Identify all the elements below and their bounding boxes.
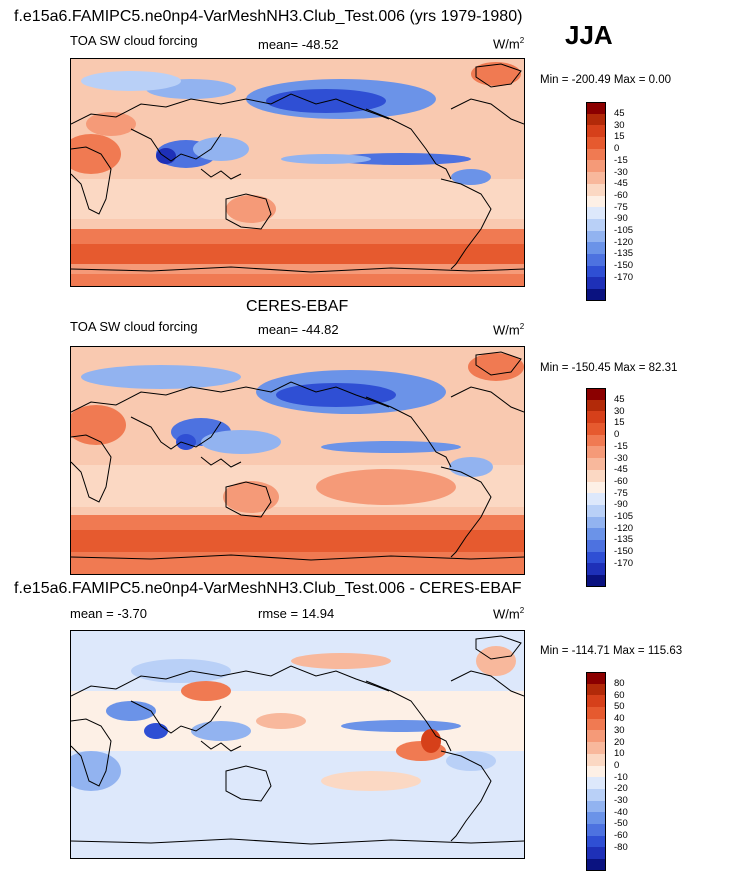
panel1-colorbar <box>586 102 606 301</box>
colorbar-swatch <box>586 289 606 301</box>
panel2-minmax: Min = -150.45 Max = 82.31 <box>540 362 678 374</box>
colorbar-swatch <box>586 446 606 459</box>
panel2-colorbar-ticks: 45 30 15 0 -15 -30 -45 -60 -75 -90 -105 -120 -135 -15… <box>614 394 634 569</box>
colorbar-swatch <box>586 137 606 149</box>
panel3-colorbar-ticks: 80 60 50 40 30 20 10 0 -10 -20 -30 -40 -50 -60 -80 <box>614 678 628 853</box>
panel1-colorbar-ticks: 45 30 15 0 -15 -30 -45 -60 -75 -90 -105 -120 -135 -15… <box>614 108 634 283</box>
colorbar-swatch <box>586 812 606 824</box>
colorbar-swatch <box>586 113 606 126</box>
colorbar-swatch <box>586 575 606 587</box>
colorbar-swatch <box>586 718 606 731</box>
colorbar-swatch <box>586 551 606 564</box>
colorbar-swatch <box>586 102 606 114</box>
colorbar-swatch <box>586 788 606 801</box>
season-label: JJA <box>565 20 613 50</box>
panel1-mean: mean= -48.52 <box>258 37 339 52</box>
panel3-map <box>70 630 525 859</box>
colorbar-swatch <box>586 423 606 435</box>
colorbar-swatch <box>586 847 606 859</box>
colorbar-swatch <box>586 539 606 552</box>
colorbar-swatch <box>586 493 606 505</box>
colorbar-swatch <box>586 859 606 871</box>
colorbar-swatch <box>586 242 606 254</box>
colorbar-swatch <box>586 469 606 482</box>
panel3-mean: mean = -3.70 <box>70 606 147 621</box>
colorbar-swatch <box>586 835 606 848</box>
colorbar-swatch <box>586 765 606 778</box>
colorbar-swatch <box>586 800 606 813</box>
panel1-map <box>70 58 525 287</box>
colorbar-swatch <box>586 481 606 494</box>
panel2-units: W/m2 <box>493 322 525 338</box>
panel1-minmax: Min = -200.49 Max = 0.00 <box>540 74 672 86</box>
colorbar-swatch <box>586 753 606 766</box>
panel3-heading: f.e15a6.FAMIPC5.ne0np4-VarMeshNH3.Club_T… <box>14 580 522 597</box>
panel1-units: W/m2 <box>493 36 525 52</box>
panel3-units: W/m2 <box>493 606 525 622</box>
figure-title: f.e15a6.FAMIPC5.ne0np4-VarMeshNH3.Club_T… <box>14 8 523 25</box>
colorbar-swatch <box>586 411 606 424</box>
panel2-mean: mean= -44.82 <box>258 322 339 337</box>
colorbar-swatch <box>586 516 606 529</box>
colorbar-swatch <box>586 730 606 743</box>
colorbar-swatch <box>586 528 606 540</box>
colorbar-swatch <box>586 218 606 231</box>
colorbar-swatch <box>586 823 606 836</box>
colorbar-swatch <box>586 707 606 719</box>
colorbar-swatch <box>586 277 606 289</box>
colorbar-swatch <box>586 672 606 684</box>
colorbar-swatch <box>586 695 606 708</box>
colorbar-swatch <box>586 777 606 789</box>
colorbar-swatch <box>586 458 606 470</box>
panel2-map <box>70 346 525 575</box>
panel3-minmax: Min = -114.71 Max = 115.63 <box>540 645 683 657</box>
colorbar-swatch <box>586 742 606 754</box>
colorbar-swatch <box>586 399 606 412</box>
colorbar-swatch <box>586 183 606 196</box>
colorbar-swatch <box>586 125 606 138</box>
colorbar-swatch <box>586 683 606 696</box>
panel2-heading: CERES-EBAF <box>246 298 349 315</box>
colorbar-swatch <box>586 172 606 184</box>
colorbar-swatch <box>586 195 606 208</box>
colorbar-swatch <box>586 148 606 161</box>
panel2-variable-label: TOA SW cloud forcing <box>70 319 198 334</box>
colorbar-swatch <box>586 253 606 266</box>
panel3-colorbar <box>586 672 606 871</box>
panel1-variable-label: TOA SW cloud forcing <box>70 33 198 48</box>
colorbar-swatch <box>586 563 606 575</box>
panel3-rmse: rmse = 14.94 <box>258 606 335 621</box>
colorbar-swatch <box>586 160 606 173</box>
colorbar-swatch <box>586 230 606 243</box>
colorbar-swatch <box>586 504 606 517</box>
panel2-colorbar <box>586 388 606 587</box>
colorbar-swatch <box>586 388 606 400</box>
colorbar-swatch <box>586 434 606 447</box>
colorbar-swatch <box>586 265 606 278</box>
colorbar-swatch <box>586 207 606 219</box>
